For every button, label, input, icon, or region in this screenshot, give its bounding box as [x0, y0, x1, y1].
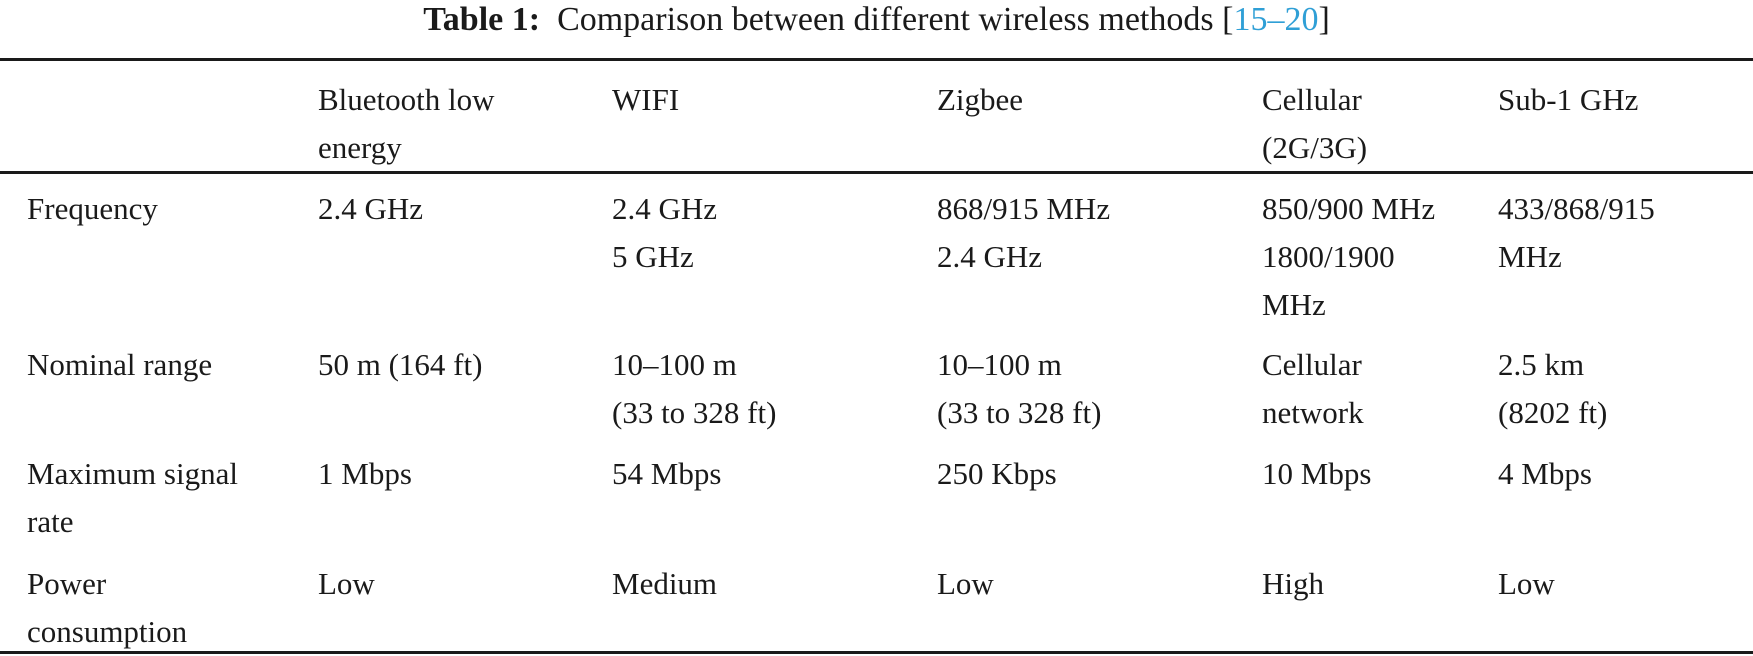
table-cell: 2.5 km (8202 ft): [1498, 341, 1607, 437]
cell-text: 4 Mbps: [1498, 456, 1592, 491]
row-label-text: consumption: [27, 614, 188, 649]
cell-text: 10–100 m: [937, 347, 1062, 382]
header-cell-zigbee: Zigbee: [937, 76, 1023, 124]
cell-text: 50 m (164 ft): [318, 347, 483, 382]
cell-text: (8202 ft): [1498, 395, 1608, 430]
row-label-power-consumption: Power consumption: [27, 560, 187, 656]
cell-text: Medium: [612, 566, 718, 601]
row-label-nominal-range: Nominal range: [27, 341, 212, 389]
table-header-rule: [0, 171, 1753, 174]
cell-text: High: [1262, 566, 1324, 601]
table-cell: 54 Mbps: [612, 450, 721, 498]
citation-range-dash: –: [1267, 1, 1285, 38]
cell-text: 2.5 km: [1498, 347, 1585, 382]
row-label-text: Maximum signal: [27, 456, 238, 491]
table-bottom-rule: [0, 651, 1753, 654]
row-label-text: Power: [27, 566, 107, 601]
cell-text: Low: [937, 566, 994, 601]
table-cell: 10–100 m (33 to 328 ft): [612, 341, 776, 437]
cell-text: Low: [1498, 566, 1555, 601]
table-cell: 50 m (164 ft): [318, 341, 482, 389]
cell-text: 5 GHz: [612, 239, 694, 274]
cell-text: 850/900 MHz: [1262, 191, 1436, 226]
header-cell-sub1ghz: Sub-1 GHz: [1498, 76, 1638, 124]
cell-text: 1800/1900: [1262, 239, 1395, 274]
table-cell: Low: [937, 560, 994, 608]
cell-text: 250 Kbps: [937, 456, 1057, 491]
cell-text: MHz: [1498, 239, 1562, 274]
cell-text: 1 Mbps: [318, 456, 412, 491]
cell-text: 2.4 GHz: [612, 191, 718, 226]
cell-text: 2.4 GHz: [937, 239, 1043, 274]
cell-text: 54 Mbps: [612, 456, 722, 491]
table-cell: Medium: [612, 560, 717, 608]
table-cell: 10–100 m (33 to 328 ft): [937, 341, 1101, 437]
row-label-text: Frequency: [27, 191, 158, 226]
table-cell: 850/900 MHz 1800/1900 MHz: [1262, 185, 1435, 329]
cell-text: Low: [318, 566, 375, 601]
header-text: Cellular: [1262, 82, 1362, 117]
header-text: WIFI: [612, 82, 680, 117]
table-cell: 433/868/915 MHz: [1498, 185, 1655, 281]
header-cell-bluetooth: Bluetooth low energy: [318, 76, 495, 172]
table-cell: 250 Kbps: [937, 450, 1057, 498]
table-cell: 2.4 GHz: [318, 185, 423, 233]
cell-text: network: [1262, 395, 1364, 430]
table-cell: 1 Mbps: [318, 450, 412, 498]
table-cell: Low: [1498, 560, 1555, 608]
citation-link-start[interactable]: 15: [1233, 1, 1268, 38]
cell-text: Cellular: [1262, 347, 1362, 382]
cell-text: (33 to 328 ft): [612, 395, 777, 430]
caption-text: Comparison between different wireless me…: [557, 1, 1234, 38]
header-text: (2G/3G): [1262, 130, 1368, 165]
row-label-frequency: Frequency: [27, 185, 158, 233]
cell-text: 10–100 m: [612, 347, 737, 382]
table-cell: Low: [318, 560, 375, 608]
table-caption: Table 1: Comparison between different wi…: [0, 0, 1753, 52]
caption-label: Table 1:: [423, 1, 541, 38]
header-text: Sub-1 GHz: [1498, 82, 1639, 117]
table-cell: High: [1262, 560, 1324, 608]
row-label-text: rate: [27, 504, 74, 539]
table-cell: 10 Mbps: [1262, 450, 1371, 498]
table-cell: Cellular network: [1262, 341, 1364, 437]
header-text: Zigbee: [937, 82, 1024, 117]
header-cell-cellular: Cellular (2G/3G): [1262, 76, 1367, 172]
header-text: energy: [318, 130, 402, 165]
cell-text: (33 to 328 ft): [937, 395, 1102, 430]
table-cell: 4 Mbps: [1498, 450, 1592, 498]
caption-close-bracket: ]: [1318, 1, 1330, 38]
header-text: Bluetooth low: [318, 82, 495, 117]
row-label-max-signal-rate: Maximum signal rate: [27, 450, 238, 546]
row-label-text: Nominal range: [27, 347, 213, 382]
table-cell: 2.4 GHz 5 GHz: [612, 185, 717, 281]
cell-text: MHz: [1262, 287, 1326, 322]
cell-text: 868/915 MHz: [937, 191, 1111, 226]
cell-text: 10 Mbps: [1262, 456, 1372, 491]
table-cell: 868/915 MHz 2.4 GHz: [937, 185, 1110, 281]
cell-text: 2.4 GHz: [318, 191, 424, 226]
header-cell-wifi: WIFI: [612, 76, 679, 124]
table-top-rule: [0, 58, 1753, 61]
citation-link-end[interactable]: 20: [1284, 1, 1319, 38]
cell-text: 433/868/915: [1498, 191, 1655, 226]
